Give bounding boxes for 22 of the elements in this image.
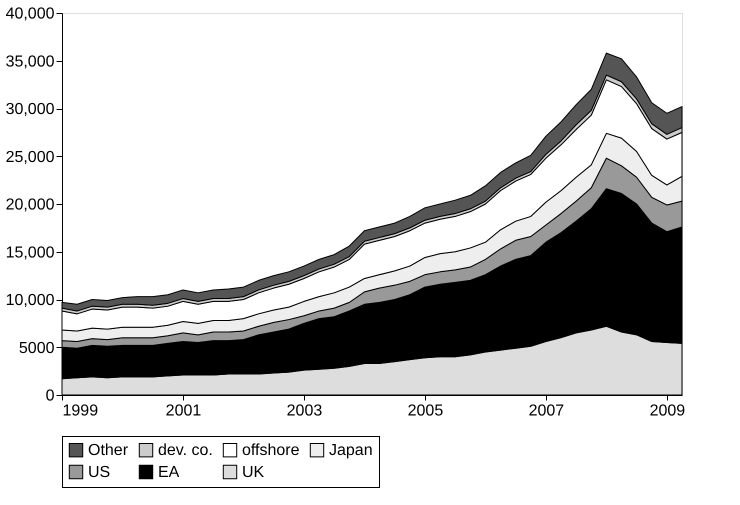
legend-label: dev. co. xyxy=(158,442,213,460)
x-tick-label: 2005 xyxy=(408,402,444,420)
x-tick-label: 2003 xyxy=(286,402,322,420)
x-tick-label: 2007 xyxy=(528,402,564,420)
x-tick-label: 2001 xyxy=(166,402,202,420)
y-tick-label: 35,000 xyxy=(6,53,55,70)
legend-label: US xyxy=(88,464,110,481)
legend-label: EA xyxy=(158,464,180,481)
y-tick-label: 0 xyxy=(46,388,55,404)
legend-label: Other xyxy=(88,442,129,460)
legend-label: UK xyxy=(242,464,265,481)
y-tick-label: 5000 xyxy=(18,340,55,357)
x-tick-label: 2009 xyxy=(650,402,686,420)
y-tick-label: 10,000 xyxy=(6,292,55,309)
y-tick-label: 40,000 xyxy=(6,6,55,22)
y-tick-label: 20,000 xyxy=(6,196,55,214)
y-tick-label: 30,000 xyxy=(6,101,55,118)
legend-label: Japan xyxy=(329,442,373,460)
y-tick-label: 15,000 xyxy=(6,244,55,262)
x-tick-label: 1999 xyxy=(62,402,98,420)
legend-label: offshore xyxy=(242,442,300,460)
y-tick-label: 25,000 xyxy=(6,148,55,166)
